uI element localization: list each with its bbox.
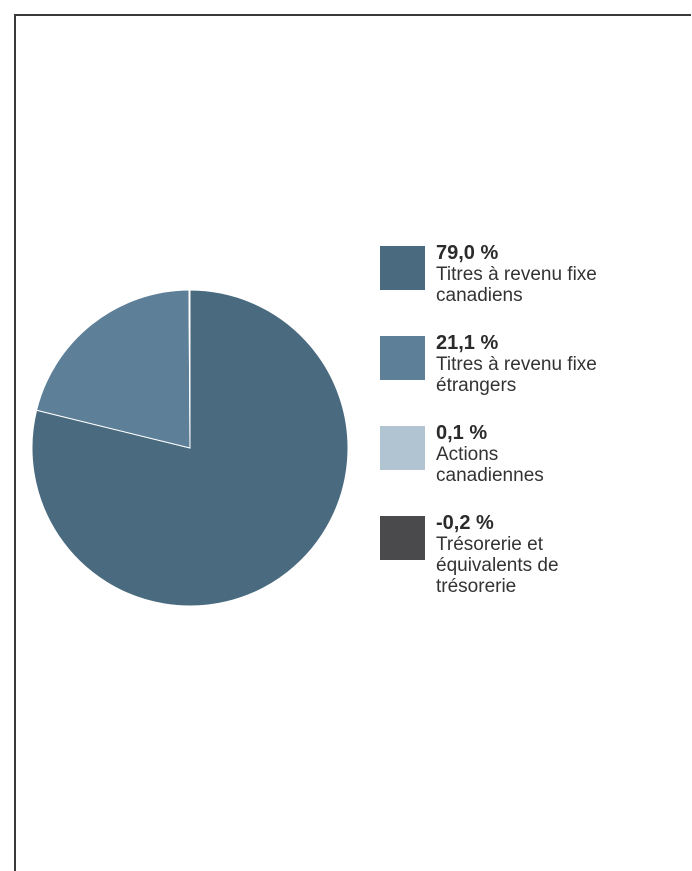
legend-value: 0,1 % [436, 422, 488, 444]
legend-item-cash: -0,2 % Trésorerie et équivalents de trés… [380, 512, 680, 606]
legend-value: 21,1 % [436, 332, 499, 354]
legend-value: 79,0 % [436, 242, 499, 264]
legend: 79,0 % Titres à revenu fixe canadiens 21… [380, 242, 680, 606]
legend-value: -0,2 % [436, 512, 494, 534]
legend-swatch [380, 516, 425, 560]
legend-item-canadian-equities: 0,1 % Actions canadiennes [380, 422, 680, 516]
legend-swatch [380, 246, 425, 290]
legend-label: Trésorerie et équivalents de trésorerie [436, 534, 559, 597]
legend-swatch [380, 336, 425, 380]
legend-label: Titres à revenu fixe canadiens [436, 264, 597, 306]
pie-slice-2 [188, 289, 191, 449]
pie-slice-1 [35, 289, 191, 449]
legend-item-foreign-fixed-income: 21,1 % Titres à revenu fixe étrangers [380, 332, 680, 426]
legend-label: Actions canadiennes [436, 444, 544, 486]
chart-frame [14, 14, 691, 871]
legend-item-canadian-fixed-income: 79,0 % Titres à revenu fixe canadiens [380, 242, 680, 336]
legend-swatch [380, 426, 425, 470]
legend-label: Titres à revenu fixe étrangers [436, 354, 597, 396]
